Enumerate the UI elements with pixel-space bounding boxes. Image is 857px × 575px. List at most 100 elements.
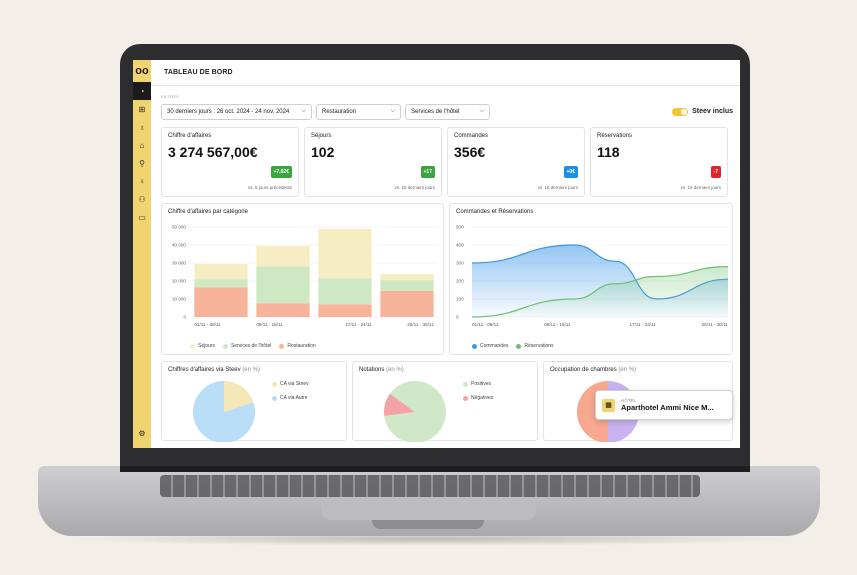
dashboard-content: FILTRES 30 derniers jours : 26 oct. 2024… [161, 94, 734, 443]
kpi-value: 102 [311, 144, 335, 160]
chart-title: Commandes et Réservations [456, 209, 534, 215]
chevron-down-icon: ⌵ [301, 108, 306, 114]
revenue-bar-chart[interactable]: 50 000 40 000 30 000 20 000 10 000 0 01/11 - 0… [162, 204, 445, 356]
filters-row: 30 derniers jours : 26 oct. 2024 - 24 no… [161, 103, 733, 120]
legend-label: Services de l'hôtel [230, 343, 272, 349]
kpi-badge: +0€ [563, 166, 578, 178]
kpi-label: Commandes [454, 133, 489, 139]
category-select-value: Restauration [322, 108, 357, 115]
x-tick-label: 17/11 - 24/11 [345, 322, 372, 327]
bar-segment [380, 290, 434, 317]
legend-item[interactable]: Négatives [463, 395, 493, 401]
dashboard-icon[interactable]: ◔ [133, 82, 151, 100]
pie-slice [224, 381, 254, 412]
cloche-icon[interactable]: ⌂ [139, 140, 145, 150]
bar-segment [194, 279, 248, 288]
legend-swatch [222, 343, 228, 349]
kpi-compare: vs. 15 derniers jours [394, 185, 435, 190]
app-screen: oo ◔ ⊞ ♁ ⌂ ⚲ ♀ ⚇ ▭ ⚙ TABLEAU DE BORD FILTRES 30… [133, 60, 740, 448]
laptop-notch [372, 520, 484, 529]
kpi-card-bookings[interactable]: Réservations 118 -7 vs. 15 derniers jour… [590, 127, 728, 197]
sidebar: oo ◔ ⊞ ♁ ⌂ ⚲ ♀ ⚇ ▭ ⚙ [133, 60, 151, 448]
lightbulb-icon[interactable]: ♀ [139, 176, 145, 186]
cup-icon[interactable]: ♁ [139, 122, 145, 132]
y-tick-label: 400 [456, 243, 464, 248]
y-tick-label: 500 [456, 225, 464, 230]
bottle-icon[interactable]: ⚲ [139, 158, 145, 168]
y-tick-label: 200 [456, 279, 464, 284]
sidebar-nav: ◔ ⊞ ♁ ⌂ ⚲ ♀ ⚇ ▭ [133, 82, 151, 226]
series-line [471, 266, 729, 318]
users-icon[interactable]: ⚇ [138, 194, 146, 204]
settings-icon[interactable]: ⚙ [138, 428, 146, 438]
kpi-badge: +17 [420, 166, 435, 178]
legend-item[interactable]: CA via Autre [272, 395, 309, 401]
legend-swatch [463, 395, 468, 401]
laptop-trackpad [322, 500, 536, 520]
legend-item[interactable]: CA via Steev [272, 381, 309, 387]
kpi-compare: vs. 15 derniers jours [680, 185, 721, 190]
chat-icon[interactable]: ▭ [138, 212, 146, 222]
steev-revenue-pie[interactable] [162, 362, 348, 443]
legend-label: Séjours [198, 343, 215, 349]
legend-swatch [279, 343, 285, 349]
y-tick-label: 300 [456, 261, 464, 266]
revenue-by-category-panel: Chiffre d'affaires par catégorie 50 000 4… [161, 203, 444, 355]
kpi-badge: +7,02€ [270, 166, 292, 178]
tooltip-kind: HÔTEL [621, 398, 637, 403]
legend-item[interactable]: Positives [463, 381, 493, 387]
x-tick-label: 01/11 - 08/11 [194, 322, 221, 327]
pie-legend: CA via Steev CA via Autre [272, 381, 309, 401]
steev-toggle[interactable] [672, 107, 689, 116]
legend-item[interactable]: Réservations [516, 343, 554, 349]
legend-item[interactable]: Restauration [279, 343, 316, 349]
pie-slice [193, 381, 255, 443]
hotel-tooltip[interactable]: ▦ HÔTEL Aparthotel Ammi Nice M... [595, 390, 733, 420]
legend-label: Négatives [471, 395, 494, 401]
legend-item[interactable]: Commandes [472, 343, 508, 349]
pie-slice [384, 381, 446, 443]
legend-label: CA via Autre [280, 395, 308, 401]
period-select[interactable]: 30 derniers jours : 26 oct. 2024 - 24 no… [161, 103, 312, 120]
kpi-card-stays[interactable]: Séjours 102 +17 vs. 15 derniers jours [304, 127, 442, 197]
filters-label: FILTRES [161, 94, 180, 99]
bar-segment [194, 287, 248, 317]
legend-swatch [516, 343, 522, 349]
page-title: TABLEAU DE BORD [164, 69, 233, 76]
y-tick-label: 10 000 [172, 297, 186, 302]
legend-item[interactable]: Services de l'hôtel [222, 343, 272, 349]
x-tick-label: 09/11 - 16/11 [256, 322, 283, 327]
ratings-pie[interactable] [353, 362, 539, 443]
x-tick-label: 25/11 - 30/11 [702, 322, 729, 327]
bag-icon[interactable]: ⊞ [138, 104, 146, 114]
services-select[interactable]: Services de l'hôtel ⌵ [405, 103, 490, 120]
chart-title: Notations (en %) [359, 367, 404, 373]
bar-segment [380, 280, 434, 291]
bar-chart-legend: Séjours Services de l'hôtel Restauration [190, 343, 316, 349]
chart-title: Chiffre d'affaires par catégorie [168, 209, 248, 215]
ratings-panel: Notations (en %) Positives Négatives [352, 361, 539, 443]
period-select-value: 30 derniers jours : 26 oct. 2024 - 24 no… [167, 108, 290, 115]
x-tick-label: 25/11 - 30/11 [407, 322, 434, 327]
kpi-row: Chiffre d'affaires 3 274 567,00€ +7,02€ … [161, 127, 733, 197]
bar-segment [318, 304, 372, 317]
bar-segment [256, 303, 310, 317]
bar-segment [194, 263, 248, 280]
x-tick-label: 17/11 - 24/11 [629, 322, 656, 327]
kpi-card-revenue[interactable]: Chiffre d'affaires 3 274 567,00€ +7,02€ … [161, 127, 299, 197]
chart-title: Occupation de chambres (en %) [550, 367, 637, 373]
pie-legend: Positives Négatives [463, 381, 493, 401]
orders-area-chart[interactable]: 500 400 300 200 100 0 01/11 - 08/11 09/11 - 16/… [450, 204, 734, 356]
kpi-value: 356€ [454, 144, 486, 160]
app-logo[interactable]: oo [135, 65, 149, 77]
x-tick-label: 01/11 - 08/11 [472, 322, 499, 327]
legend-item[interactable]: Séjours [190, 343, 215, 349]
bar-segment [380, 273, 434, 281]
y-tick-label: 50 000 [172, 225, 186, 230]
bar-segment [256, 245, 310, 267]
kpi-card-orders[interactable]: Commandes 356€ +0€ vs. 15 derniers jours [447, 127, 585, 197]
category-select[interactable]: Restauration ⌵ [316, 103, 401, 120]
legend-label: CA via Steev [280, 381, 309, 387]
bar-segment [256, 266, 310, 304]
kpi-compare: vs. 5 jours précédents [247, 185, 292, 190]
